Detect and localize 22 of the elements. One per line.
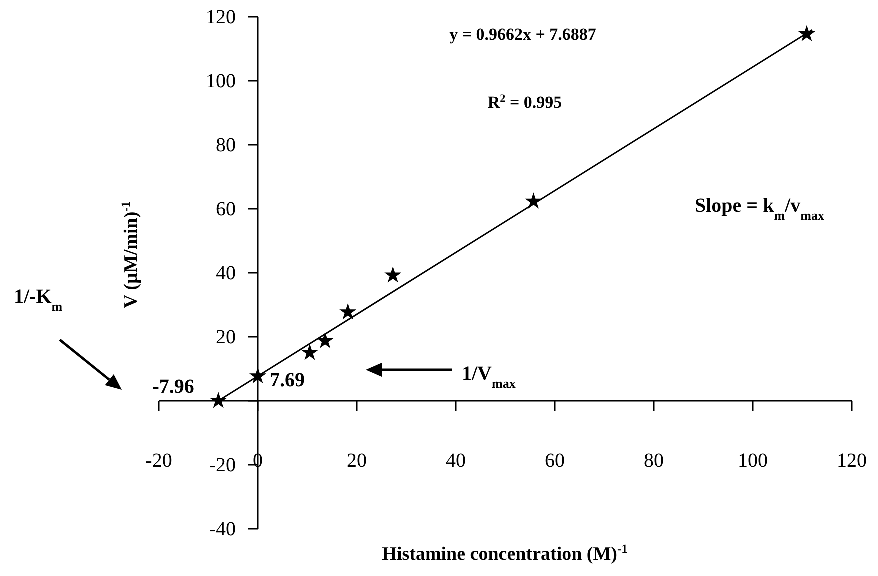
x-axis-title: Histamine concentration (M)$^{-1}$: [382, 542, 628, 565]
y-tick-label: -40: [209, 518, 236, 540]
y-tick-label: 20: [216, 326, 236, 348]
text: 1/-K$_{m}$: [14, 286, 63, 314]
y-tick-label: 100: [206, 70, 236, 92]
x-tick-label: 120: [837, 450, 867, 472]
x-tick-label: -20: [146, 450, 172, 472]
x-tick-label: 40: [446, 450, 466, 472]
annotation: R$^{2}$ = 0.995: [488, 93, 562, 112]
y-tick-label: 80: [216, 134, 236, 156]
y-tick-label: 40: [216, 262, 236, 284]
annotation: y = 0.9662x + 7.6887: [450, 25, 597, 44]
x-tick-label: 80: [644, 450, 664, 472]
annotation: 7.69: [270, 369, 305, 392]
y-tick-label: 60: [216, 198, 236, 220]
x-tick-label: 100: [738, 450, 768, 472]
annotation: 1/V$_{max}$: [462, 363, 516, 390]
annotation: Slope = k$_{m}$/v$_{max}$: [695, 195, 825, 222]
x-tick-label: 20: [347, 450, 367, 472]
annotation: -7.96: [152, 376, 194, 398]
x-tick-label: 60: [545, 450, 565, 472]
y-tick-label: 120: [206, 6, 236, 28]
